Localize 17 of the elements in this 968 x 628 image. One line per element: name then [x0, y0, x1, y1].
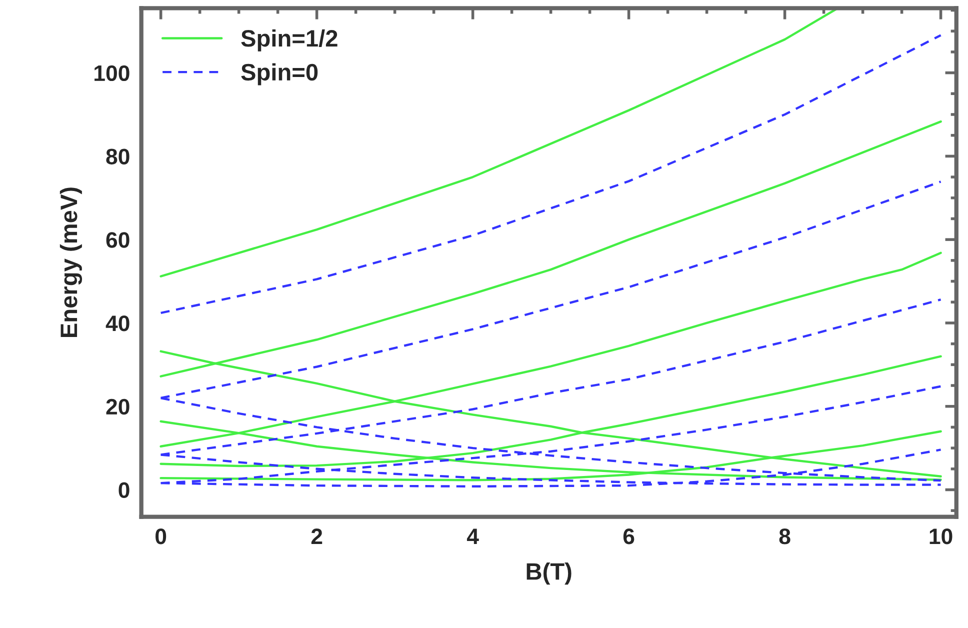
- x-tick-label: 2: [311, 528, 322, 544]
- y-tick-label: 40: [106, 315, 130, 332]
- y-axis-title: Energy (meV): [60, 188, 82, 338]
- x-axis-title: B(T): [526, 562, 572, 585]
- x-tick-label: 6: [623, 528, 634, 544]
- x-tick-label: 8: [779, 528, 790, 544]
- x-tick-label: 0: [156, 528, 166, 544]
- y-tick-label: 80: [106, 148, 130, 164]
- y-tick-label: 0: [118, 482, 130, 498]
- y-tick-label: 100: [94, 65, 130, 82]
- legend-label: Spin=1/2: [241, 29, 338, 52]
- y-tick-label: 60: [106, 232, 130, 248]
- y-tick-label: 20: [106, 398, 130, 415]
- x-tick-label: 4: [466, 528, 479, 544]
- x-tick-label: 10: [930, 528, 952, 544]
- line-series: [160, 8, 839, 278]
- legend-label: Spin=0: [241, 63, 318, 86]
